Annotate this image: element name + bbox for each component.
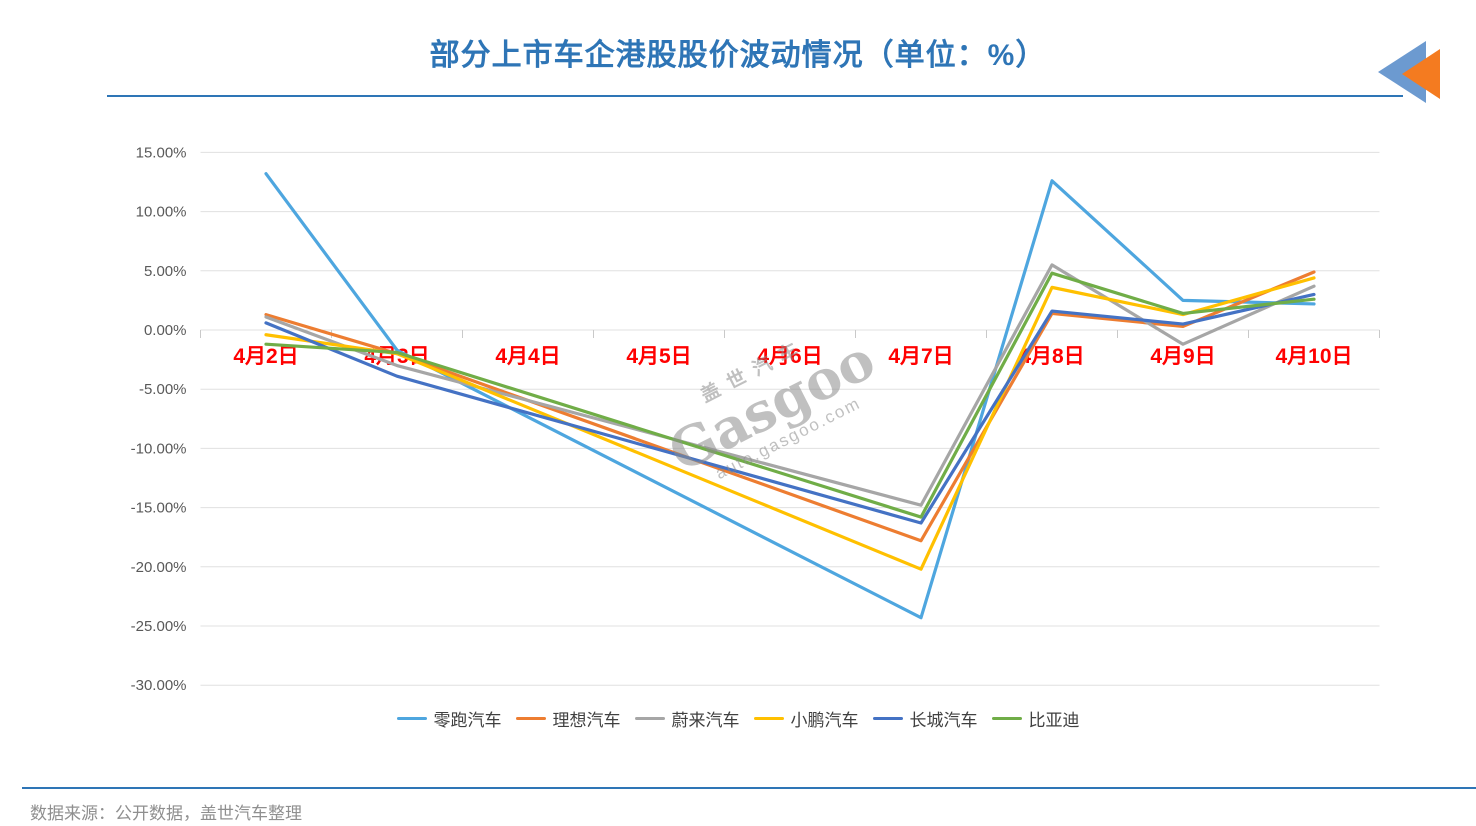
data-source-note: 数据来源：公开数据，盖世汽车整理 bbox=[30, 804, 302, 823]
y-axis-tick-label: 15.00% bbox=[136, 144, 187, 161]
legend-label: 小鹏汽车 bbox=[790, 711, 859, 730]
x-axis-category-label: 4月2日 bbox=[233, 345, 298, 368]
legend-swatch-icon bbox=[634, 717, 665, 720]
legend-item: 长城汽车 bbox=[872, 706, 978, 731]
line-chart: 15.00% 10.00% 5.00% 0.00% -5.00% -10.00% -15.0… bbox=[0, 120, 1476, 720]
legend-label: 蔚来汽车 bbox=[671, 711, 740, 730]
series-line-长城汽车 bbox=[264, 292, 1316, 525]
legend-item: 零跑汽车 bbox=[396, 706, 502, 731]
x-axis-category-label: 4月5日 bbox=[626, 345, 691, 368]
title-underline bbox=[107, 95, 1403, 97]
y-axis-tick-label: 5.00% bbox=[144, 263, 187, 280]
legend-label: 比亚迪 bbox=[1028, 711, 1080, 730]
y-axis-tick-label: -15.00% bbox=[131, 500, 187, 517]
y-axis-tick-label: -30.00% bbox=[131, 677, 187, 694]
legend-item: 理想汽车 bbox=[515, 706, 621, 731]
legend-label: 长城汽车 bbox=[909, 711, 978, 730]
y-axis-tick-label: -5.00% bbox=[139, 381, 187, 398]
x-axis-category-label: 4月7日 bbox=[888, 345, 953, 368]
series-line-比亚迪 bbox=[264, 271, 1316, 519]
y-axis-tick-label: 0.00% bbox=[144, 322, 187, 339]
x-axis-category-label: 4月4日 bbox=[495, 345, 560, 368]
y-axis-tick-label: -20.00% bbox=[131, 559, 187, 576]
chart-title: 部分上市车企港股股价波动情况（单位：%） bbox=[429, 39, 1047, 72]
footer-divider bbox=[22, 787, 1476, 789]
series-line-理想汽车 bbox=[264, 270, 1316, 543]
x-axis-category-label: 4月10日 bbox=[1275, 345, 1352, 368]
legend-swatch-icon bbox=[515, 717, 546, 720]
legend-swatch-icon bbox=[396, 717, 427, 720]
series-line-零跑汽车 bbox=[264, 172, 1316, 620]
x-axis-category-label: 4月6日 bbox=[757, 345, 822, 368]
legend-item: 蔚来汽车 bbox=[634, 706, 740, 731]
chart-legend: 零跑汽车 理想汽车 蔚来汽车 小鹏汽车 长城汽车 比亚迪 bbox=[0, 706, 1476, 731]
legend-item: 比亚迪 bbox=[991, 706, 1080, 731]
y-axis-tick-label: 10.00% bbox=[136, 204, 187, 221]
x-axis-category-label: 4月8日 bbox=[1019, 345, 1084, 368]
legend-label: 理想汽车 bbox=[552, 711, 621, 730]
legend-swatch-icon bbox=[753, 717, 784, 720]
legend-swatch-icon bbox=[991, 717, 1022, 720]
y-axis-tick-label: -10.00% bbox=[131, 440, 187, 457]
series-line-蔚来汽车 bbox=[264, 263, 1316, 507]
legend-item: 小鹏汽车 bbox=[753, 706, 859, 731]
plot-area: 15.00% 10.00% 5.00% 0.00% -5.00% -10.00% -15.0… bbox=[131, 144, 1380, 694]
y-axis-tick-label: -25.00% bbox=[131, 618, 187, 635]
legend-label: 零跑汽车 bbox=[433, 711, 502, 730]
x-axis-category-label: 4月9日 bbox=[1150, 345, 1215, 368]
legend-swatch-icon bbox=[872, 717, 903, 720]
gasgoo-logo-icon bbox=[1378, 41, 1440, 103]
